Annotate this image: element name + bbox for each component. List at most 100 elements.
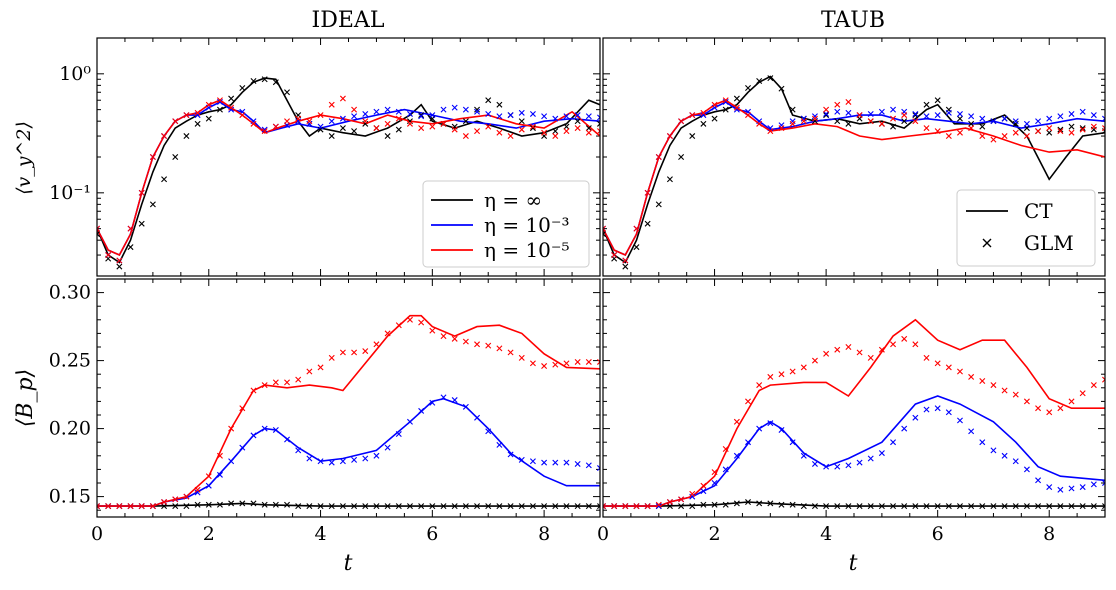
ideal_top-glm-marker-eta_inf xyxy=(127,244,134,251)
taub_top-data xyxy=(603,75,1105,270)
taub_bottom-glm-marker-eta_inf xyxy=(1079,503,1086,510)
ideal_top-glm-marker-eta_1e-3 xyxy=(451,104,458,111)
ideal_top-glm-marker-eta_1e-5 xyxy=(250,120,257,127)
ideal_bottom-glm-marker-eta_1e-3 xyxy=(474,414,481,421)
taub_bottom-glm-marker-eta_1e-5 xyxy=(756,382,763,389)
ideal_top-glm-marker-eta_inf xyxy=(183,133,190,140)
ideal_bottom-ytick-label: 0.25 xyxy=(49,350,91,372)
ideal_top-glm-marker-eta_1e-5 xyxy=(507,133,514,140)
ideal_bottom-glm-marker-eta_1e-3 xyxy=(541,459,548,466)
ideal_bottom-glm-marker-eta_inf xyxy=(351,503,358,510)
taub_bottom-glm-marker-eta_inf xyxy=(945,503,952,510)
ideal_top-glm-marker-eta_inf xyxy=(161,176,168,183)
taub_bottom-glm-marker-eta_1e-3 xyxy=(990,447,997,454)
ideal_bottom-glm-marker-eta_1e-5 xyxy=(306,368,313,375)
ideal_top-glm-marker-eta_inf xyxy=(574,118,581,125)
taub_bottom-glm-marker-eta_inf xyxy=(800,503,807,510)
taub_top-glm-marker-eta_1e-5 xyxy=(644,189,651,196)
taub_bottom-glm-marker-eta_1e-3 xyxy=(945,409,952,416)
taub_bottom-glm-marker-eta_1e-5 xyxy=(901,335,908,342)
ideal_top-glm-marker-eta_inf xyxy=(362,120,369,127)
taub_bottom-xtick-label: 8 xyxy=(1043,523,1055,545)
ideal_bottom-glm-marker-eta_inf xyxy=(597,503,600,510)
taub_bottom-glm-marker-eta_1e-5 xyxy=(856,349,863,356)
ideal_bottom-glm-marker-eta_inf xyxy=(384,503,391,510)
ideal_top-glm-marker-eta_inf xyxy=(395,126,402,133)
x-axis-label-left: t xyxy=(344,551,353,576)
ideal_top-glm-marker-eta_1e-5 xyxy=(406,120,413,127)
taub_bottom-glm-marker-eta_inf xyxy=(767,500,774,507)
ideal_top-glm-marker-eta_1e-5 xyxy=(597,128,600,135)
taub_bottom-glm-marker-eta_inf xyxy=(1023,503,1030,510)
title-taub: TAUB xyxy=(821,8,885,33)
ideal_top-glm-marker-eta_1e-5 xyxy=(97,225,100,232)
ideal_top-glm-marker-eta_1e-5 xyxy=(284,118,291,125)
taub_bottom-glm-marker-eta_1e-5 xyxy=(778,371,785,378)
taub_bottom-glm-marker-eta_1e-3 xyxy=(756,425,763,432)
ideal_top-frame xyxy=(96,37,601,277)
taub_bottom-glm-marker-eta_1e-5 xyxy=(789,368,796,375)
ideal_top-glm-marker-eta_1e-3 xyxy=(406,110,413,117)
taub_top-glm-marker-eta_1e-5 xyxy=(767,128,774,135)
ideal_top-glm-marker-eta_1e-3 xyxy=(574,112,581,119)
ideal_bottom-glm-marker-eta_1e-5 xyxy=(395,322,402,329)
ideal_bottom-glm-marker-eta_1e-3 xyxy=(295,447,302,454)
ideal_bottom-glm-marker-eta_1e-3 xyxy=(362,455,369,462)
taub_bottom-glm-marker-eta_1e-5 xyxy=(934,360,941,367)
ideal_bottom-glm-marker-eta_inf xyxy=(205,501,212,508)
ideal_top-glm-marker-eta_1e-5 xyxy=(351,106,358,113)
ideal_top-glm-marker-eta_inf xyxy=(138,220,145,227)
taub_top-glm-marker-eta_1e-3 xyxy=(990,118,997,125)
taub_top-glm-marker-eta_1e-5 xyxy=(1023,133,1030,140)
taub_bottom-glm-marker-eta_1e-5 xyxy=(878,346,885,353)
taub_top-glm-marker-eta_1e-5 xyxy=(655,154,662,160)
taub_top-glm-marker-eta_1e-3 xyxy=(1102,115,1105,122)
ideal_bottom-glm-marker-eta_inf xyxy=(474,503,481,510)
taub_bottom-glm-marker-eta_inf xyxy=(778,501,785,508)
taub_bottom-glm-marker-eta_1e-3 xyxy=(1023,466,1030,473)
taub_top-glm-marker-eta_inf xyxy=(845,120,852,127)
taub_bottom-glm-marker-eta_1e-5 xyxy=(1079,390,1086,397)
taub_bottom-glm-marker-eta_1e-5 xyxy=(733,418,740,425)
ideal_bottom-glm-marker-eta_1e-5 xyxy=(496,345,503,352)
taub_bottom-glm-marker-eta_inf xyxy=(912,503,919,510)
taub_top-glm-marker-eta_1e-5 xyxy=(733,104,740,111)
ideal_top-glm-marker-eta_1e-5 xyxy=(149,154,156,160)
ideal_bottom-glm-marker-eta_1e-5 xyxy=(339,349,346,356)
taub_bottom-xtick-label: 2 xyxy=(709,523,721,545)
ideal_top-glm-marker-eta_1e-3 xyxy=(216,98,223,105)
ideal_bottom-glm-marker-eta_inf xyxy=(183,503,190,510)
taub_bottom-glm-marker-eta_1e-5 xyxy=(622,503,629,510)
taub_bottom-glm-marker-eta_inf xyxy=(923,503,930,510)
ideal_bottom-glm-marker-eta_inf xyxy=(228,500,235,507)
taub_top-glm-marker-eta_1e-5 xyxy=(689,112,696,119)
taub_top-glm-marker-eta_1e-5 xyxy=(800,118,807,125)
taub_top-glm-marker-eta_1e-5 xyxy=(1068,129,1075,136)
taub_top-glm-marker-eta_1e-5 xyxy=(1035,128,1042,135)
taub_bottom-glm-marker-eta_1e-5 xyxy=(666,499,673,506)
ideal_top-glm-marker-eta_1e-5 xyxy=(216,97,223,104)
ideal_top-glm-marker-eta_inf xyxy=(552,128,559,135)
taub_top-glm-marker-eta_1e-5 xyxy=(622,257,629,264)
taub_bottom-glm-marker-eta_inf xyxy=(745,499,752,506)
ideal_bottom-glm-marker-eta_1e-5 xyxy=(418,319,425,326)
ideal_top-glm-marker-eta_1e-5 xyxy=(496,129,503,136)
ideal_top-glm-marker-eta_1e-3 xyxy=(373,108,380,115)
taub_top-glm-marker-eta_inf xyxy=(655,201,662,208)
taub_bottom-glm-marker-eta_1e-5 xyxy=(867,354,874,361)
ideal_bottom-glm-marker-eta_1e-3 xyxy=(451,397,458,404)
y-axis-label-top: ⟨v_y^2⟩ xyxy=(13,121,35,195)
ideal_top-glm-marker-eta_inf xyxy=(485,97,492,104)
ideal_bottom-glm-marker-eta_inf xyxy=(462,503,469,510)
ideal_bottom-glm-marker-eta_1e-3 xyxy=(440,394,447,401)
taub_bottom-glm-marker-eta_1e-3 xyxy=(901,425,908,432)
taub_top-glm-marker-eta_1e-5 xyxy=(845,98,852,105)
taub_top-frame xyxy=(602,37,1106,277)
taub_top-glm-marker-eta_1e-3 xyxy=(1023,120,1030,127)
taub_bottom-glm-marker-eta_inf xyxy=(678,503,685,510)
ideal_bottom-frame xyxy=(96,278,601,518)
ideal_top-glm-marker-eta_1e-5 xyxy=(418,125,425,132)
taub_bottom-glm-marker-eta_1e-5 xyxy=(689,490,696,497)
taub_bottom-glm-marker-eta_inf xyxy=(878,503,885,510)
ideal_bottom-glm-marker-eta_inf xyxy=(306,503,313,510)
